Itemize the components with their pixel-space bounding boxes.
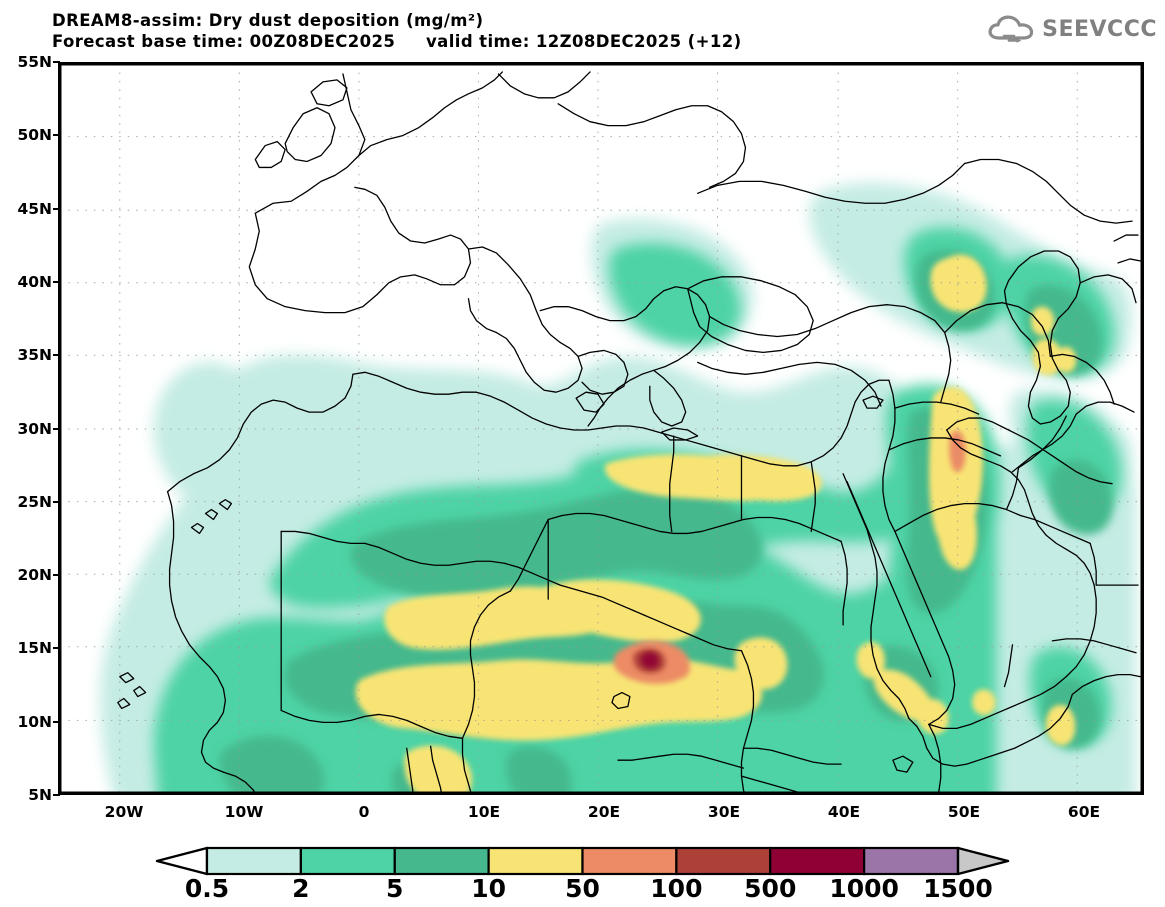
y-axis-label: 30N <box>17 419 52 438</box>
cloud-icon <box>987 14 1035 44</box>
x-axis-label: 40E <box>827 803 861 821</box>
coastline-layer <box>117 71 1141 793</box>
title-block: DREAM8-assim: Dry dust deposition (mg/m²… <box>52 10 742 52</box>
title-line-times: Forecast base time: 00Z08DEC2025 valid t… <box>52 32 742 51</box>
colorbar-segment <box>675 846 772 876</box>
x-axis-label: 60E <box>1067 803 1101 821</box>
y-axis-label: 15N <box>17 639 52 658</box>
colorbar-tick-label: 500 <box>744 874 797 903</box>
x-axis-label: 20E <box>587 803 621 821</box>
y-axis-tick <box>53 574 60 577</box>
y-axis-tick <box>53 207 60 210</box>
y-axis-label: 35N <box>17 346 52 365</box>
colorbar-labels: 0.5 2 5 10 50 100 500 1000 1500 <box>155 874 1010 904</box>
colorbar-under-arrow <box>155 846 209 876</box>
y-axis-label: 40N <box>17 272 52 291</box>
colorbar-segment <box>581 846 678 876</box>
y-axis-label: 10N <box>17 712 52 731</box>
y-axis-tick <box>53 794 60 796</box>
colorbar-tick-label: 50 <box>565 874 600 903</box>
x-axis-label: 30E <box>707 803 741 821</box>
colorbar-segment <box>393 846 490 876</box>
y-axis-label: 55N <box>17 53 52 71</box>
colorbar-tick-label: 100 <box>650 874 703 903</box>
seevccc-logo: SEEVCCC <box>987 14 1157 44</box>
colorbar-tick-label: 5 <box>386 874 404 903</box>
y-axis-label: 20N <box>17 566 52 585</box>
y-axis-tick <box>53 647 60 650</box>
colorbar-tick-label: 1500 <box>923 874 993 903</box>
y-axis-tick <box>53 427 60 430</box>
x-axis-label: 50E <box>947 803 981 821</box>
colorbar-segment <box>863 846 960 876</box>
y-axis-tick <box>53 134 60 137</box>
y-axis-label: 45N <box>17 199 52 218</box>
x-axis-label: 20W <box>104 803 144 821</box>
y-axis-label: 50N <box>17 126 52 145</box>
colorbar-tick-label: 0.5 <box>184 874 230 903</box>
colorbar-segment <box>487 846 584 876</box>
y-axis-tick <box>53 280 60 283</box>
colorbar-segment <box>299 846 396 876</box>
contour-band-500 <box>640 652 659 669</box>
colorbar-tick-label: 1000 <box>829 874 899 903</box>
colorbar-over-arrow <box>956 846 1010 876</box>
title-line-variable: DREAM8-assim: Dry dust deposition (mg/m²… <box>52 11 484 30</box>
colorbar-tick-label: 2 <box>292 874 310 903</box>
dust-deposition-contour-map <box>60 64 1142 793</box>
y-axis-tick <box>53 61 60 63</box>
x-axis-label: 10E <box>467 803 501 821</box>
y-axis-label: 25N <box>17 492 52 511</box>
colorbar <box>155 846 1010 876</box>
y-axis-label: 5N <box>28 786 52 804</box>
x-axis-label: 0 <box>358 803 370 821</box>
y-axis-tick <box>53 720 60 723</box>
colorbar-segment <box>205 846 302 876</box>
y-axis-tick <box>53 500 60 503</box>
map-plot-area <box>58 62 1144 795</box>
y-axis-tick <box>53 354 60 357</box>
colorbar-tick-label: 10 <box>471 874 507 903</box>
logo-label: SEEVCCC <box>1042 16 1157 42</box>
x-axis-label: 10W <box>224 803 264 821</box>
colorbar-segment <box>769 846 866 876</box>
colorbar-swatches <box>155 846 1010 876</box>
